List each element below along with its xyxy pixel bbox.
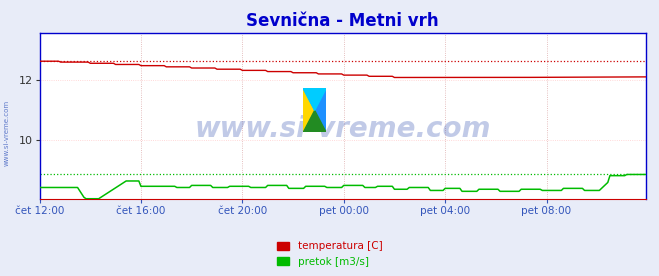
Legend: temperatura [C], pretok [m3/s]: temperatura [C], pretok [m3/s] <box>273 237 386 271</box>
Text: www.si-vreme.com: www.si-vreme.com <box>3 99 10 166</box>
Polygon shape <box>303 88 326 110</box>
Polygon shape <box>303 88 326 132</box>
Polygon shape <box>303 110 326 132</box>
Polygon shape <box>303 88 326 132</box>
Text: www.si-vreme.com: www.si-vreme.com <box>194 115 491 143</box>
Title: Sevnična - Metni vrh: Sevnična - Metni vrh <box>246 12 439 30</box>
